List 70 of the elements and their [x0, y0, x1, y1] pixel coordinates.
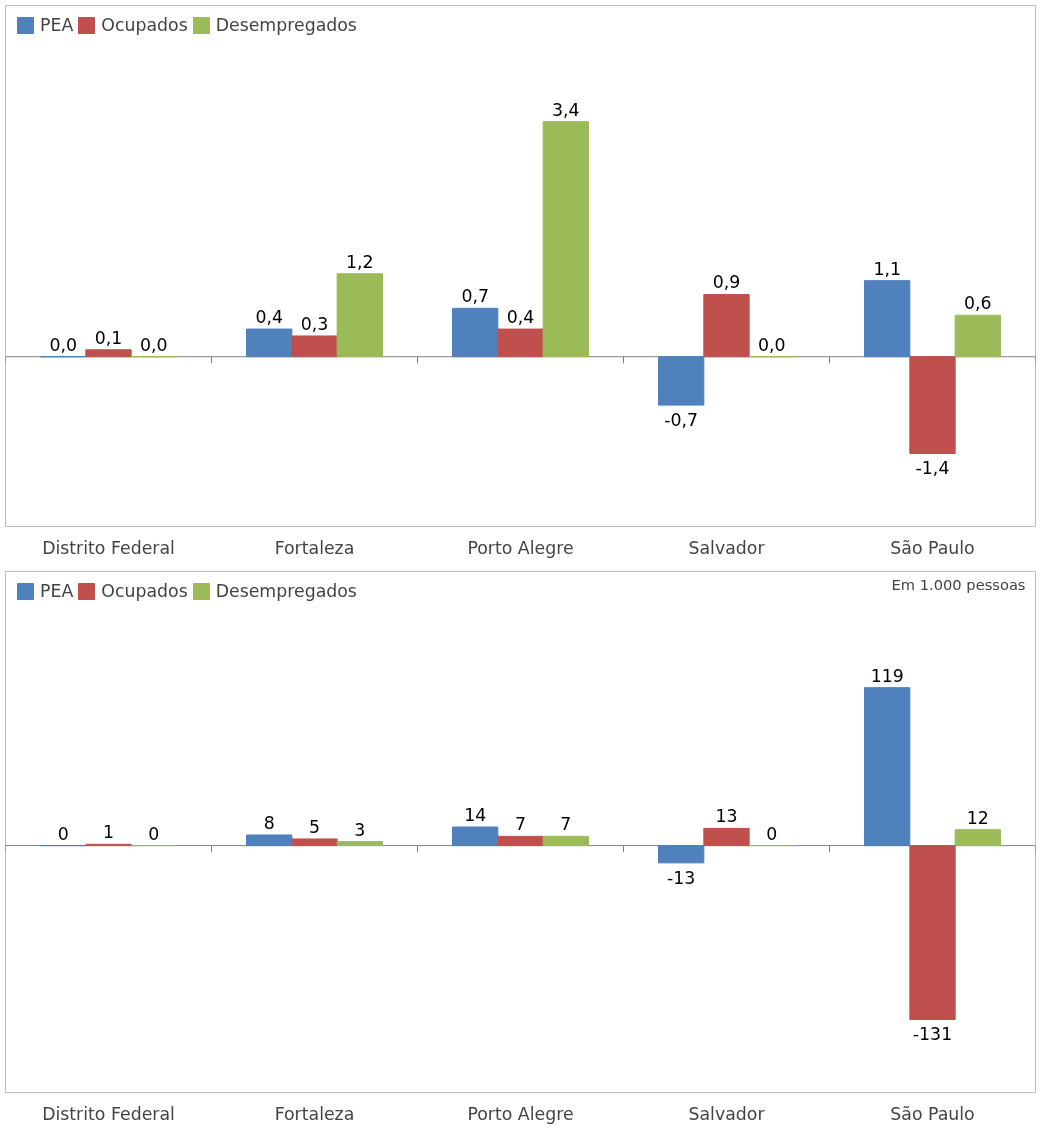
legend-label: Desempregados: [215, 15, 357, 35]
bar: [452, 307, 499, 358]
bar: [909, 356, 956, 454]
data-label: -0,7: [664, 410, 699, 431]
bar: [703, 293, 750, 358]
bar: [864, 687, 911, 847]
data-label: 0,0: [758, 334, 786, 355]
data-label: 7: [514, 814, 527, 835]
data-label: 8: [263, 812, 275, 833]
data-label: 5: [308, 816, 321, 837]
data-label: 1: [102, 822, 115, 843]
x-tick-label: Distrito Federal: [42, 537, 175, 558]
legend-label: Desempregados: [215, 581, 357, 601]
data-label: 0,4: [506, 307, 535, 328]
bar: [291, 838, 338, 847]
bar: [703, 827, 750, 847]
data-label: 3,4: [552, 99, 580, 120]
legend-label: Ocupados: [101, 581, 188, 601]
bar: [85, 349, 132, 358]
bar: [336, 273, 383, 358]
bar: [497, 328, 544, 358]
x-tick-label: Salvador: [688, 537, 766, 558]
data-label: 0,4: [255, 307, 283, 328]
data-label: 0: [148, 823, 160, 844]
bar: [291, 335, 338, 358]
data-label: 13: [715, 806, 738, 827]
data-label: 12: [966, 807, 989, 828]
legend-label: PEA: [40, 15, 74, 35]
data-label: 1,2: [346, 251, 374, 272]
bar: [336, 841, 383, 847]
data-label: 0,7: [461, 286, 489, 307]
bar: [246, 834, 293, 847]
legend-label: PEA: [40, 581, 74, 601]
bar: [658, 845, 705, 864]
data-label: 0,0: [49, 334, 77, 355]
data-label: 0,0: [140, 334, 168, 355]
data-label: 3: [354, 819, 366, 840]
x-tick-label: Salvador: [688, 1103, 766, 1124]
x-tick-label: Porto Alegre: [467, 1103, 574, 1124]
bar: [246, 328, 293, 358]
data-label: 0,6: [964, 293, 992, 314]
data-label: 7: [560, 814, 572, 835]
x-tick-label: Fortaleza: [274, 537, 355, 558]
data-label: 1,1: [873, 258, 901, 279]
data-label: 0: [57, 823, 69, 844]
bar: [658, 356, 705, 406]
bar: [452, 826, 499, 847]
data-label: -1,4: [915, 458, 950, 479]
bar: [864, 280, 911, 358]
bar: [954, 314, 1001, 358]
x-tick-label: Distrito Federal: [42, 1103, 175, 1124]
data-label: 119: [870, 665, 904, 686]
x-tick-label: São Paulo: [890, 537, 975, 558]
x-tick-label: Porto Alegre: [467, 537, 574, 558]
bar: [909, 845, 956, 1020]
data-label: 0: [766, 823, 778, 844]
bar: [954, 829, 1001, 847]
legend-label: Ocupados: [101, 15, 188, 35]
bar: [542, 835, 589, 847]
text: Em 1.000 pessoas: [891, 575, 1026, 593]
data-label: 0,3: [300, 313, 329, 334]
x-tick-label: Fortaleza: [274, 1103, 355, 1124]
data-label: 0,9: [712, 272, 741, 293]
bar: [542, 121, 589, 358]
data-label: 14: [464, 805, 487, 826]
data-label: 0,1: [94, 327, 123, 348]
bar: [497, 835, 544, 847]
data-label: -131: [912, 1024, 953, 1045]
data-label: -13: [667, 867, 696, 888]
x-tick-label: São Paulo: [890, 1103, 975, 1124]
